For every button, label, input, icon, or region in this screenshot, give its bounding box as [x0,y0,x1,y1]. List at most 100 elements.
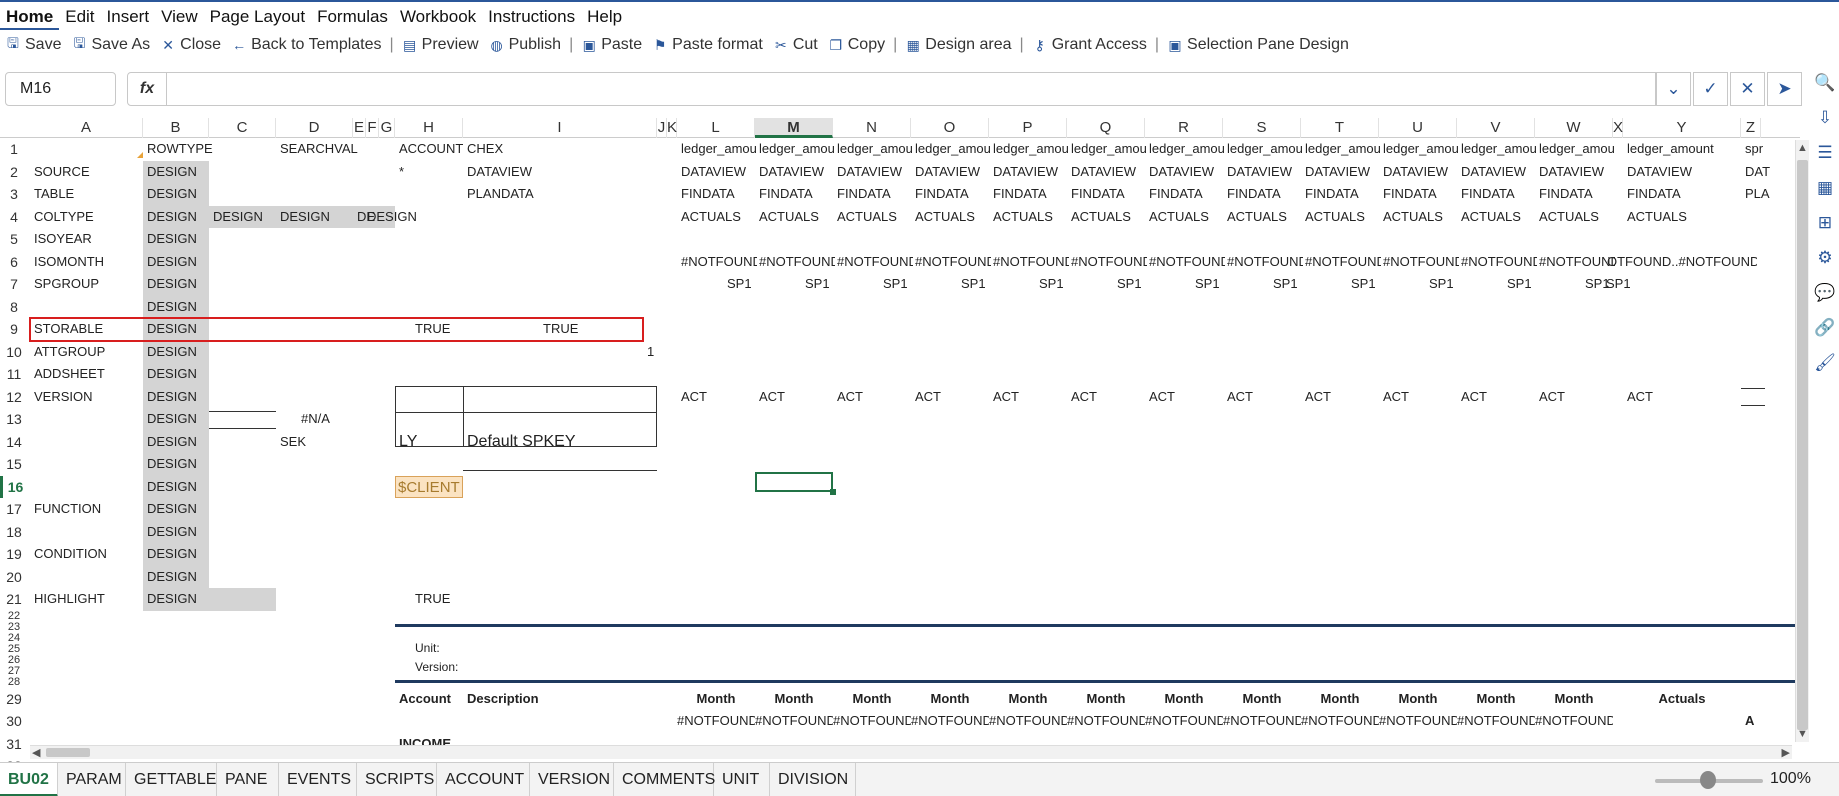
cell-o29-month[interactable]: Month [930,690,970,706]
cell-w4-actuals[interactable]: ACTUALS [1539,208,1599,224]
row-header-4[interactable]: 4 [10,208,18,225]
send-button[interactable]: ➤ [1767,72,1802,106]
gear-icon[interactable]: ⚙ [1817,248,1833,267]
cell-q1-ledger[interactable]: ledger_amount [1071,141,1147,156]
cell-e4-de[interactable]: DE [357,208,376,224]
sheet-tab-gettable[interactable]: GETTABLE [126,763,217,796]
fill-handle[interactable] [830,488,836,495]
cell-y29-actuals-hdr[interactable]: Actuals [1658,690,1706,706]
row-header-16[interactable]: 16 [0,475,28,498]
cell-r7-sp1[interactable]: SP1 [1195,276,1220,291]
sheet-tab-unit[interactable]: UNIT [714,763,770,796]
cell-b6-design[interactable]: DESIGN [147,253,197,269]
row-header-24[interactable]: 24 [7,631,21,644]
column-header-b[interactable]: B [143,118,209,138]
cell-t7-sp1[interactable]: SP1 [1351,276,1376,291]
copy-button[interactable]: ❐ Copy [823,32,890,58]
cell-b19-design[interactable]: DESIGN [147,546,197,561]
scroll-down-icon[interactable]: ▼ [1797,728,1808,740]
menu-workbook[interactable]: Workbook [399,7,477,26]
cell-y3-findata[interactable]: FINDATA [1627,186,1681,201]
column-header-v[interactable]: V [1457,118,1535,138]
row-header-31[interactable]: 31 [6,735,22,752]
cell-v4-actuals[interactable]: ACTUALS [1461,208,1521,224]
fx-icon[interactable]: fx [127,72,167,106]
cell-r3-findata[interactable]: FINDATA [1149,186,1203,201]
cell-z1-spr[interactable]: spr [1745,141,1764,156]
cell-n7-sp1[interactable]: SP1 [883,276,908,291]
cell-t29-month[interactable]: Month [1320,690,1360,706]
cell-b13-design[interactable]: DESIGN [147,411,197,426]
vertical-scrollbar[interactable]: ▲ ▼ [1795,140,1809,742]
cell-s1-ledger[interactable]: ledger_amount [1227,141,1303,156]
cell-q2-dataview[interactable]: DATAVIEW [1071,163,1136,179]
column-header-q[interactable]: Q [1067,118,1145,138]
publish-button[interactable]: ◍ Publish [484,32,566,58]
cell-m29-month[interactable]: Month [774,690,814,706]
cell-y6-notfound[interactable]: OTFOUND..#NOTFOUND [1607,253,1757,269]
cell-w7-sp1[interactable]: SP1 [1585,276,1610,291]
name-box[interactable]: M16 [5,72,116,106]
save-as-button[interactable]: 🖫 Save As [66,32,155,58]
cell-q7-sp1[interactable]: SP1 [1117,276,1142,291]
cell-n30-notfound[interactable]: #NOTFOUND [833,713,911,728]
cell-y2-dataview[interactable]: DATAVIEW [1627,163,1692,179]
column-header-a[interactable]: A [30,118,143,138]
column-header-z[interactable]: Z [1741,118,1761,138]
row-header-23[interactable]: 23 [7,620,21,633]
cell-l6-notfound[interactable]: #NOTFOUND [681,253,757,269]
table-check-icon[interactable]: ▦ [1816,178,1834,197]
cell-v6-notfound[interactable]: #NOTFOUND [1461,253,1537,269]
cell-b16-design[interactable]: DESIGN [147,478,197,494]
cell-h2-star[interactable]: * [399,163,405,179]
cell-t6-notfound[interactable]: #NOTFOUND [1305,253,1381,269]
cell-b17-design[interactable]: DESIGN [147,501,197,516]
cell-r12-act[interactable]: ACT [1149,388,1175,404]
column-header-y[interactable]: Y [1623,118,1741,138]
cell-n2-dataview[interactable]: DATAVIEW [837,163,902,179]
cell-h16-client[interactable]: $CLIENT [395,475,463,498]
cell-q3-findata[interactable]: FINDATA [1071,186,1125,201]
cell-b11-design[interactable]: DESIGN [147,366,197,381]
column-header-d[interactable]: D [276,118,353,138]
cell-y1-ledger[interactable]: ledger_amount [1627,141,1714,156]
paste-button[interactable]: ▣ Paste [576,32,647,58]
cell-n12-act[interactable]: ACT [837,388,863,404]
search-data-icon[interactable]: 🔍 [1814,73,1836,92]
cell-i14-spkey[interactable]: Default SPKEY [467,432,576,450]
cell-a4-label[interactable]: COLTYPE [34,208,94,224]
cell-m12-act[interactable]: ACT [759,388,785,404]
cell-p3-findata[interactable]: FINDATA [993,186,1047,201]
sheet-tab-division[interactable]: DIVISION [770,763,856,796]
horizontal-scrollbar[interactable]: ◀ ▶ [30,745,1792,759]
cell-p7-sp1[interactable]: SP1 [1039,276,1064,291]
cell-m7-sp1[interactable]: SP1 [805,276,830,291]
cell-b4-design[interactable]: DESIGN [147,208,197,224]
cell-l7-sp1[interactable]: SP1 [727,276,752,291]
horizontal-scroll-thumb[interactable] [46,748,90,757]
cell-t30-notfound[interactable]: #NOTFOUND [1301,713,1379,728]
cell-h29-account-hdr[interactable]: Account [399,690,451,706]
column-header-n[interactable]: N [833,118,911,138]
cell-h31-income[interactable]: INCOME [399,735,451,749]
cell-o3-findata[interactable]: FINDATA [915,186,969,201]
menu-view[interactable]: View [161,7,198,26]
confirm-button[interactable]: ✓ [1693,72,1728,106]
cell-b14-design[interactable]: DESIGN [147,433,197,449]
menu-home[interactable]: Home [0,4,60,30]
preview-button[interactable]: ▤ Preview [397,32,484,58]
cell-b9-design[interactable]: DESIGN [147,321,197,336]
cell-a21-label[interactable]: HIGHLIGHT [34,591,105,606]
cell-u30-notfound[interactable]: #NOTFOUND [1379,713,1457,728]
cell-l4-actuals[interactable]: ACTUALS [681,208,741,224]
row-header-25[interactable]: 25 [7,642,21,655]
link-icon[interactable]: 🔗 [1814,318,1836,337]
row-header-9[interactable]: 9 [10,321,18,337]
paste-format-button[interactable]: ⚑ Paste format [647,32,768,58]
cell-m3-findata[interactable]: FINDATA [759,186,813,201]
cell-s29-month[interactable]: Month [1242,690,1282,706]
cell-r29-month[interactable]: Month [1164,690,1204,706]
cell-v1-ledger[interactable]: ledger_amount [1461,141,1537,156]
cell-i29-desc-hdr[interactable]: Description [467,690,539,706]
column-header-x[interactable]: X [1613,118,1624,138]
